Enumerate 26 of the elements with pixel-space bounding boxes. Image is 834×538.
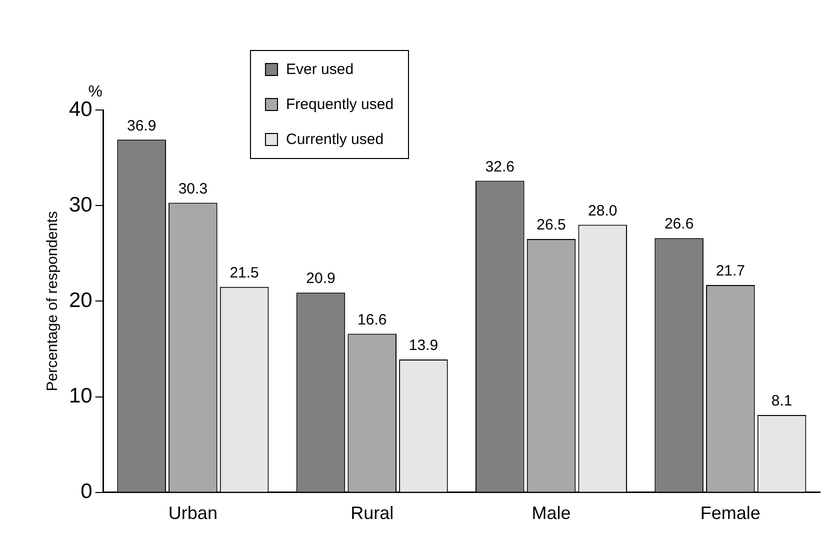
data-label: 28.0 bbox=[588, 202, 618, 220]
data-label: 26.5 bbox=[536, 216, 566, 234]
y-tick-label: 20 bbox=[69, 288, 92, 312]
y-axis-title: Percentage of respondents bbox=[44, 211, 62, 392]
legend-label: Ever used bbox=[286, 61, 354, 78]
data-label: 26.6 bbox=[664, 216, 694, 233]
y-tick-label: 0 bbox=[80, 480, 92, 504]
x-tick-label: Female bbox=[700, 503, 760, 524]
x-tick-label: Male bbox=[532, 503, 571, 524]
x-tick-label: Urban bbox=[168, 503, 218, 524]
text: % bbox=[88, 83, 102, 100]
data-label: 16.6 bbox=[357, 311, 387, 328]
x-tick-label: Rural bbox=[350, 503, 394, 524]
data-label: 21.5 bbox=[230, 264, 259, 282]
legend-label: Currently used bbox=[286, 131, 384, 148]
data-label: 8.1 bbox=[771, 392, 792, 410]
legend-label: Frequently used bbox=[286, 96, 394, 113]
data-label: 32.6 bbox=[485, 158, 514, 176]
data-label: 30.3 bbox=[178, 180, 208, 198]
data-label: 20.9 bbox=[306, 270, 336, 288]
data-label: 13.9 bbox=[408, 337, 438, 354]
data-label: 36.9 bbox=[126, 117, 156, 134]
y-tick-label: 40 bbox=[69, 98, 92, 121]
y-tick-label: 10 bbox=[69, 384, 92, 408]
y-tick-label: 30 bbox=[69, 193, 92, 216]
data-label: 21.7 bbox=[716, 262, 746, 280]
